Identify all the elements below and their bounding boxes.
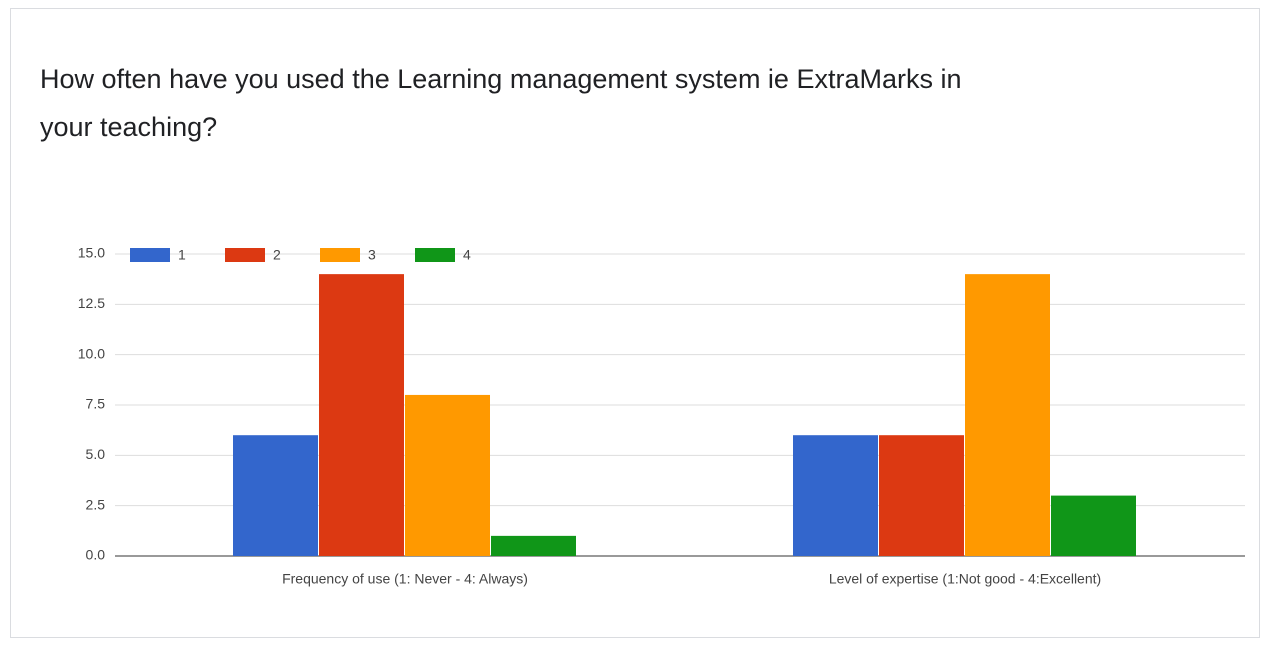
bar [319, 274, 404, 556]
legend-swatch [415, 248, 455, 262]
bar [793, 435, 878, 556]
legend-label: 2 [273, 247, 281, 263]
y-tick-label: 10.0 [78, 345, 105, 361]
bar [233, 435, 318, 556]
bar [879, 435, 964, 556]
y-tick-label: 12.5 [78, 295, 105, 311]
y-tick-label: 7.5 [86, 396, 106, 412]
legend-label: 4 [463, 247, 471, 263]
legend-swatch [320, 248, 360, 262]
legend-label: 3 [368, 247, 376, 263]
x-tick-label: Level of expertise (1:Not good - 4:Excel… [829, 571, 1101, 587]
bar [1051, 495, 1136, 556]
y-tick-label: 0.0 [86, 547, 106, 563]
legend-label: 1 [178, 247, 186, 263]
legend-swatch [225, 248, 265, 262]
y-tick-label: 2.5 [86, 496, 106, 512]
y-tick-label: 5.0 [86, 446, 106, 462]
legend-swatch [130, 248, 170, 262]
bar [491, 535, 576, 556]
y-tick-label: 15.0 [78, 245, 105, 261]
card [10, 8, 1260, 638]
bar [405, 394, 490, 556]
chart-title: How often have you used the Learning man… [40, 64, 962, 142]
x-tick-label: Frequency of use (1: Never - 4: Always) [282, 571, 528, 587]
bar [965, 274, 1050, 556]
